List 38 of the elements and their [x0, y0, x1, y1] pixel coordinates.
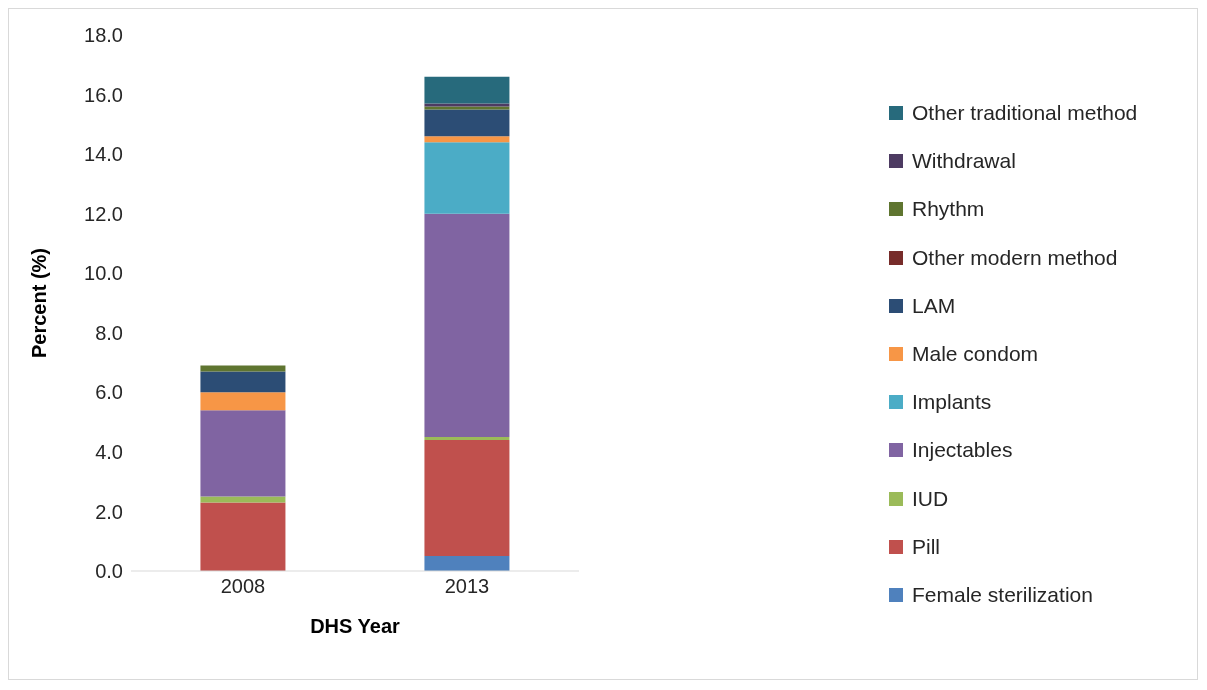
- y-tick-label: 14.0: [84, 143, 123, 166]
- legend-label: Withdrawal: [912, 149, 1016, 174]
- bar: [424, 439, 510, 557]
- bar: [200, 496, 286, 503]
- y-tick-label: 12.0: [84, 202, 123, 225]
- bar: [424, 213, 510, 437]
- bar: [200, 371, 286, 393]
- bar: [424, 437, 510, 440]
- bar: [200, 392, 286, 411]
- legend-label: IUD: [912, 486, 949, 511]
- y-tick-label: 6.0: [95, 381, 123, 404]
- bar: [424, 109, 510, 137]
- legend-label: Pill: [912, 534, 941, 559]
- x-axis-title: DHS Year: [310, 615, 401, 637]
- legend-label: LAM: [912, 293, 956, 318]
- bar: [424, 556, 510, 571]
- legend-label: Male condom: [912, 342, 1039, 367]
- legend-label: Implants: [912, 390, 992, 415]
- y-tick-label: 4.0: [95, 440, 123, 463]
- legend-label: Rhythm: [912, 197, 985, 222]
- y-tick-label: 16.0: [84, 83, 123, 106]
- y-tick-label: 8.0: [95, 321, 123, 344]
- legend-label: Other modern method: [912, 245, 1118, 270]
- y-tick-label: 2.0: [95, 500, 123, 523]
- bar: [200, 410, 286, 497]
- y-tick-label: 0.0: [95, 560, 123, 583]
- y-tick-label: 18.0: [84, 24, 123, 47]
- bar: [424, 76, 510, 104]
- legend-label: Female sterilization: [912, 582, 1093, 607]
- bar: [200, 502, 286, 571]
- bar: [424, 142, 510, 214]
- legend-label: Other traditional method: [912, 101, 1138, 126]
- x-tick-label: 2013: [444, 575, 490, 598]
- y-tick-label: 10.0: [84, 262, 123, 285]
- y-axis-title: Percent (%): [28, 247, 51, 359]
- legend-label: Injectables: [912, 438, 1013, 463]
- bar: [424, 136, 510, 143]
- x-tick-label: 2008: [220, 575, 266, 598]
